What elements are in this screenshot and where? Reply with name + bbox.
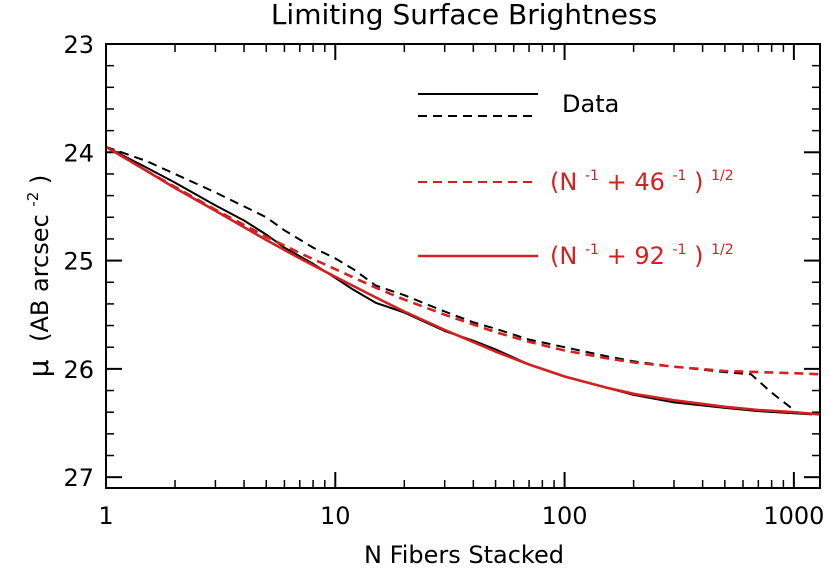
legend: Data (N -1 + 46 -1 ) 1/2 (N -1 + 92 -1 )… [418, 90, 734, 270]
legend-data-label: Data [562, 90, 619, 118]
series-data-dashed-line [105, 145, 795, 411]
legend-model92-exp1: -1 [585, 242, 599, 258]
y-axis-label-exp: -2 [24, 192, 42, 207]
x-tick-label-100: 100 [542, 502, 588, 530]
x-tick-label-1000: 1000 [763, 502, 824, 530]
legend-model92-exp2: -1 [673, 242, 687, 258]
y-tick-label-25: 25 [63, 248, 94, 276]
tick-layer: 1 10 100 1000 23 24 25 26 27 [63, 31, 824, 530]
series-layer [105, 145, 821, 416]
legend-model46-base: (N [550, 168, 577, 196]
y-axis-label-units: (AB arcsec [26, 214, 54, 342]
legend-model92-close: ) [694, 242, 703, 270]
x-tick-label-1: 1 [98, 502, 113, 530]
legend-model46-close: ) [694, 168, 703, 196]
legend-model46-label: (N -1 + 46 -1 ) 1/2 [550, 158, 734, 196]
legend-model46-exp1: -1 [585, 168, 599, 184]
y-axis-label-close: ) [26, 175, 54, 184]
plot-frame [105, 43, 821, 489]
legend-model92-exp3: 1/2 [711, 242, 734, 258]
y-tick-label-23: 23 [63, 31, 94, 59]
y-tick-label-24: 24 [63, 139, 94, 167]
chart-title: Limiting Surface Brightness [271, 0, 657, 31]
legend-model92-label: (N -1 + 92 -1 ) 1/2 [550, 232, 734, 270]
legend-model46-exp3: 1/2 [711, 168, 734, 184]
y-axis-label: μ (AB arcsec -2 ) [16, 175, 55, 378]
y-axis-label-symbol: μ [22, 359, 55, 377]
x-tick-label-10: 10 [320, 502, 351, 530]
y-tick-label-26: 26 [63, 356, 94, 384]
legend-model92-mid: + 92 [607, 242, 665, 270]
legend-model46-mid: + 46 [607, 168, 665, 196]
legend-model46-exp2: -1 [673, 168, 687, 184]
legend-model92-base: (N [550, 242, 577, 270]
y-tick-label-27: 27 [63, 464, 94, 492]
x-axis-label: N Fibers Stacked [364, 541, 564, 569]
series-model92-line [105, 145, 821, 416]
